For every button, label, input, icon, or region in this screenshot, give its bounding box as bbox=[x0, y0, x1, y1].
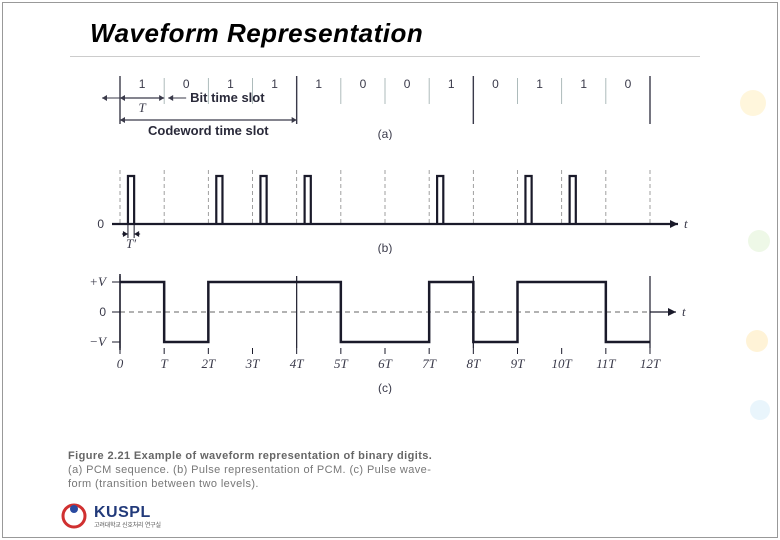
svg-text:−V: −V bbox=[89, 334, 108, 349]
svg-text:11T: 11T bbox=[596, 356, 616, 371]
title-underline bbox=[70, 56, 700, 57]
svg-text:1: 1 bbox=[139, 77, 146, 91]
logo-subtext: 고려대학교 신호처리 연구실 bbox=[94, 520, 161, 529]
svg-text:1: 1 bbox=[448, 77, 455, 91]
svg-text:8T: 8T bbox=[466, 356, 481, 371]
logo-mark-icon bbox=[60, 502, 88, 530]
deco-dot bbox=[750, 400, 770, 420]
svg-text:T: T bbox=[138, 100, 146, 115]
svg-text:3T: 3T bbox=[245, 356, 261, 371]
svg-text:T: T bbox=[161, 356, 169, 371]
svg-text:0: 0 bbox=[117, 356, 124, 371]
svg-text:0: 0 bbox=[360, 77, 367, 91]
svg-text:9T: 9T bbox=[511, 356, 526, 371]
svg-text:t: t bbox=[682, 304, 686, 319]
svg-text:6T: 6T bbox=[378, 356, 393, 371]
svg-text:0: 0 bbox=[492, 77, 499, 91]
footer-logo: KUSPL 고려대학교 신호처리 연구실 bbox=[60, 502, 161, 530]
figure-area: 101110010110TBit time slotCodeword time … bbox=[60, 70, 720, 394]
caption-line: (a) PCM sequence. (b) Pulse representati… bbox=[68, 464, 431, 476]
svg-text:0: 0 bbox=[625, 77, 632, 91]
svg-text:0: 0 bbox=[404, 77, 411, 91]
svg-text:4T: 4T bbox=[290, 356, 305, 371]
svg-text:T′: T′ bbox=[126, 236, 136, 251]
svg-text:(c): (c) bbox=[378, 381, 392, 394]
panel-b-svg: t 0 T′ (b) bbox=[60, 154, 700, 254]
svg-text:(a): (a) bbox=[378, 127, 393, 140]
svg-text:5T: 5T bbox=[334, 356, 349, 371]
svg-text:0: 0 bbox=[99, 305, 106, 319]
deco-dot bbox=[748, 230, 770, 252]
svg-text:0: 0 bbox=[97, 217, 104, 231]
page-title: Waveform Representation bbox=[90, 18, 423, 49]
deco-dot bbox=[746, 330, 768, 352]
svg-text:10T: 10T bbox=[552, 356, 573, 371]
svg-text:+V: +V bbox=[89, 274, 108, 289]
svg-text:Codeword time slot: Codeword time slot bbox=[148, 123, 269, 138]
caption-line: form (transition between two levels). bbox=[68, 478, 259, 490]
svg-text:0: 0 bbox=[183, 77, 190, 91]
svg-text:12T: 12T bbox=[640, 356, 661, 371]
svg-text:Bit time slot: Bit time slot bbox=[190, 90, 265, 105]
svg-text:1: 1 bbox=[315, 77, 322, 91]
svg-text:1: 1 bbox=[271, 77, 278, 91]
svg-text:7T: 7T bbox=[422, 356, 437, 371]
svg-text:2T: 2T bbox=[201, 356, 216, 371]
caption-line: Figure 2.21 Example of waveform represen… bbox=[68, 450, 432, 462]
panel-a-svg: 1 0 1 1 1 0 0 1 0 1 1 0 T Bit time slot Codeword time … bbox=[60, 70, 700, 140]
svg-text:1: 1 bbox=[536, 77, 543, 91]
deco-dot bbox=[740, 90, 766, 116]
svg-text:1: 1 bbox=[227, 77, 234, 91]
svg-text:1: 1 bbox=[580, 77, 587, 91]
svg-text:(b): (b) bbox=[378, 241, 393, 254]
figure-caption: Figure 2.21 Example of waveform represen… bbox=[68, 450, 688, 491]
panel-c-svg: +V 0 −V t 0 T 2T 3T 4T 5T 6T 7T 8T 9T 10T 11T 12T (c) bbox=[60, 264, 700, 394]
svg-text:t: t bbox=[684, 216, 688, 231]
